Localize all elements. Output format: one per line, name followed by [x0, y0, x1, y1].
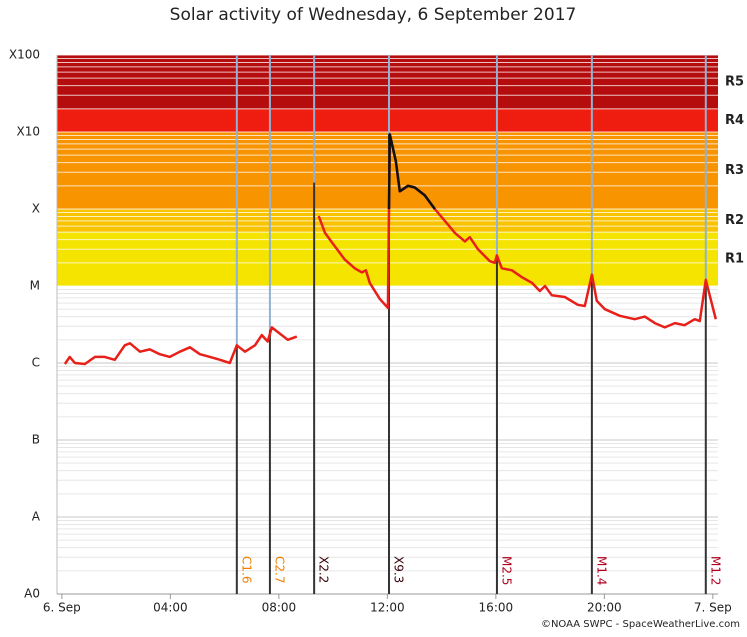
scale-label: R2: [725, 213, 744, 228]
flare-label: X2.2: [317, 556, 331, 583]
chart-title: Solar activity of Wednesday, 6 September…: [170, 5, 577, 25]
y-tick-label: X: [32, 202, 40, 216]
flux-line: [387, 133, 436, 210]
x-tick-label: 12:00: [370, 601, 405, 615]
y-tick-label: M: [30, 279, 40, 293]
flare-label: C1.6: [239, 556, 253, 583]
scale-label: R1: [725, 252, 744, 267]
x-tick-label: 20:00: [587, 601, 622, 615]
flare-label: X9.3: [391, 556, 405, 583]
x-tick-label: 16:00: [479, 601, 514, 615]
flux-line: [63, 133, 718, 366]
y-tick-label: X100: [9, 48, 40, 62]
y-tick-label: A: [32, 510, 41, 524]
scale-label: R4: [725, 113, 744, 128]
x-tick-label: 08:00: [262, 601, 297, 615]
scale-band: [57, 55, 718, 109]
flare-label: M1.2: [708, 556, 722, 585]
scale-band: [57, 132, 718, 209]
footer: ©NOAA SWPC - SpaceWeatherLive.com: [541, 619, 740, 630]
x-tick-label: 04:00: [153, 601, 188, 615]
x-tick-label: 7. Sep: [694, 601, 732, 615]
flare-label: M2.5: [499, 556, 513, 585]
y-tick-label: X10: [17, 125, 41, 139]
y-tick-label: C: [32, 356, 40, 370]
scale-band: [57, 108, 718, 132]
scale-label: R5: [725, 74, 744, 89]
flare-label: C2.7: [272, 556, 286, 583]
x-tick-label: 6. Sep: [43, 601, 81, 615]
flare-label: M1.4: [594, 556, 608, 585]
y-tick-label: B: [32, 433, 40, 447]
scale-label: R3: [725, 163, 744, 178]
y-tick-label: A0: [24, 587, 40, 601]
